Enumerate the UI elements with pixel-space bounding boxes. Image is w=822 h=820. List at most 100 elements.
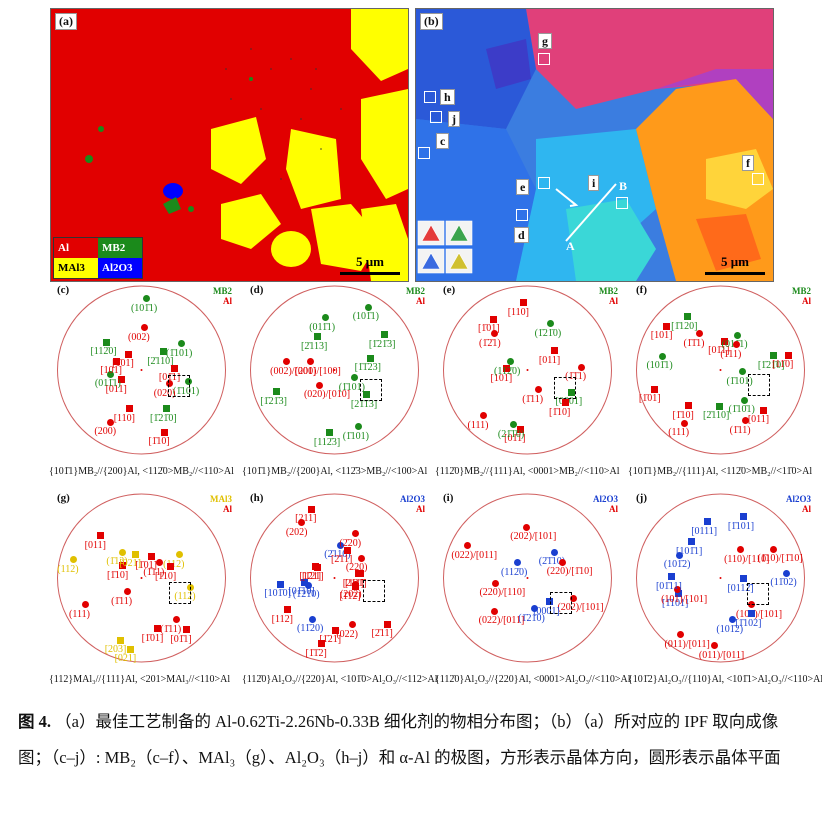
pole-label: [011] — [84, 539, 106, 551]
orientation-relationship-g: {112}MAl₃//{111}Al, <201>MAl₃//<110>Al — [49, 674, 231, 685]
plane-marker — [506, 358, 514, 366]
pole-figure-c: (c) MB2 Al (1̄101) (020) [1̄21̄0] [1̄10] [110](… — [45, 282, 238, 490]
pole-label: [110] — [507, 306, 529, 318]
legend-mal3: MAl3 — [54, 258, 98, 278]
pole-label: (1̄11) — [729, 424, 751, 436]
plane-marker — [658, 352, 666, 360]
panel-label-i: (i) — [443, 492, 454, 504]
plane-marker — [81, 601, 89, 609]
pole-label: (022)/[011] — [478, 615, 525, 627]
direction-marker — [545, 598, 553, 606]
direction-marker — [770, 352, 778, 359]
pole-figure-circle-d — [250, 285, 419, 455]
phase-legend: Al MB2 MAl3 Al2O3 — [53, 237, 143, 279]
pole-label: (21̄1̄0) — [497, 428, 525, 440]
stereogram-boundary — [443, 285, 612, 455]
scale-text-b: 5 μm — [721, 254, 749, 269]
pole-label: (200) — [94, 426, 117, 438]
stereogram-center — [140, 577, 143, 579]
direction-marker — [102, 338, 110, 346]
pole-label: (112) — [174, 591, 196, 603]
pole-label: (111) — [467, 419, 489, 431]
stereogram-boundary — [57, 493, 226, 663]
plane-marker — [175, 551, 183, 559]
pole-label: (111) — [69, 608, 90, 620]
pole-label: (1̄21̄0) — [292, 589, 320, 601]
direction-marker — [159, 348, 167, 356]
roi-tag-j: j — [448, 111, 460, 127]
highlight-box — [747, 374, 770, 397]
phase-key-d-0: MB2 — [406, 286, 425, 296]
direction-marker — [520, 299, 528, 307]
phase-key-c-0: MB2 — [213, 286, 232, 296]
pole-label: (101̄1) — [646, 360, 673, 372]
phase-key-i-1: Al — [609, 504, 618, 514]
pole-label: [1̄01] — [135, 560, 157, 572]
pole-label: (011̄1) — [309, 321, 336, 333]
plane-marker — [551, 548, 559, 556]
pole-label: (1̄12) — [106, 556, 128, 568]
plane-marker — [178, 340, 186, 348]
plane-marker — [107, 370, 115, 378]
roi-tag-f: f — [742, 155, 754, 171]
scale-bar-a: 5 μm — [340, 254, 400, 275]
legend-mb2: MB2 — [98, 238, 142, 258]
pole-label: [2̄110] — [147, 355, 174, 367]
plane-marker — [534, 386, 542, 394]
stereogram-center — [333, 369, 336, 371]
pole-label: (101̄1) — [130, 302, 158, 314]
roi-tag-e: e — [516, 179, 530, 195]
pole-label: [1̄120] — [671, 320, 698, 332]
pole-label: (002) — [128, 331, 150, 343]
plane-marker — [547, 320, 555, 328]
pole-label: (111) — [668, 427, 690, 439]
pole-label: [101] — [490, 372, 513, 384]
pole-label: [101] — [650, 330, 673, 342]
pole-label: [211] — [295, 513, 317, 525]
highlight-box — [168, 375, 191, 398]
pole-label: (220)/[1̄10] — [546, 566, 593, 578]
roi-box-c — [418, 147, 430, 159]
panel-label-h: (h) — [250, 492, 264, 504]
pole-label: [021] — [114, 653, 137, 664]
phase-key-c: MB2 Al — [213, 286, 232, 306]
phase-key-j: Al2O3 Al — [786, 494, 811, 514]
direction-marker — [651, 385, 659, 393]
pole-label: (11̄20) — [296, 623, 324, 635]
plane-marker — [298, 519, 306, 527]
pole-label: (1̄2̄1) — [478, 337, 501, 349]
pole-label: [0112̄] — [727, 582, 754, 594]
direction-marker — [118, 376, 126, 384]
pole-label: [101] — [100, 365, 122, 377]
pole-label: [021] — [119, 558, 141, 570]
stereogram-center — [719, 577, 722, 579]
direction-marker — [381, 331, 389, 339]
pole-label: [101̄1] — [675, 545, 703, 557]
direction-marker — [154, 625, 162, 633]
pole-label: [1̄21̄3] — [260, 395, 287, 407]
phase-key-j-0: Al2O3 — [785, 494, 811, 504]
pole-label: [112̄0] — [90, 346, 117, 358]
plane-marker — [530, 605, 538, 613]
direction-marker — [683, 313, 691, 321]
pole-figure-circle-g — [57, 493, 226, 663]
pole-label: (1̄11) — [720, 348, 742, 360]
plane-marker — [106, 418, 114, 426]
roi-tag-d: d — [514, 227, 529, 243]
plane-marker — [522, 523, 530, 531]
plane-marker — [732, 341, 740, 349]
plane-marker — [143, 295, 151, 303]
pole-label: (1̄101) — [726, 375, 753, 387]
pole-label: (1̄10̄1) — [728, 404, 755, 416]
pole-figure-i: (i) Al2O3 Al (202)/[101] [0001] (1̄21̄0) (022)… — [431, 490, 631, 698]
direction-marker — [314, 563, 322, 571]
roi-tag-g: g — [538, 33, 552, 49]
pole-label: [11̄0] — [772, 359, 794, 371]
panel-label-g: (g) — [57, 492, 70, 504]
pole-figure-j: (j) Al2O3 Al [0112̄] (101)/[101] [1̄102] (101̄… — [624, 490, 822, 698]
pole-label: (002)/[001] — [270, 365, 317, 377]
direction-marker — [171, 364, 179, 372]
orientation-relationship-d: {101̄1}MB₂//{200}Al, <112̄3>MB₂//<100>Al — [242, 466, 428, 477]
panel-label-a: (a) — [55, 13, 77, 30]
plane-marker — [305, 581, 313, 589]
